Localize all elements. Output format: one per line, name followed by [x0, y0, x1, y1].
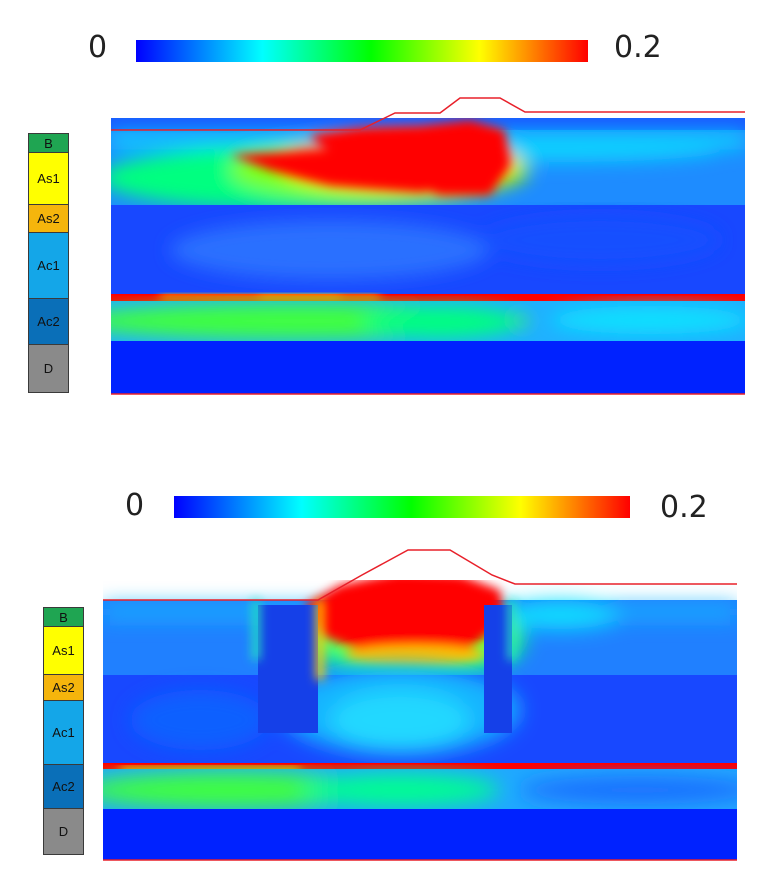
layer-as2: As2 — [28, 205, 69, 233]
layer-ac1: Ac1 — [43, 701, 84, 765]
soil-layer-legend: B As1 As2 Ac1 Ac2 D — [28, 133, 69, 393]
layer-b: B — [43, 607, 84, 627]
layer-as1: As1 — [28, 153, 69, 205]
colorbar — [136, 40, 588, 62]
contour-panel-bottom: 0 0.2 B As1 As2 Ac1 Ac2 D — [0, 460, 768, 886]
layer-d: D — [28, 345, 69, 393]
contour-panel-top: 0 0.2 B As1 As2 Ac1 Ac2 D — [0, 0, 768, 420]
layer-as1: As1 — [43, 627, 84, 675]
colorbar-max-label: 0.2 — [614, 30, 662, 65]
layer-as2: As2 — [43, 675, 84, 701]
colorbar-min-label: 0 — [125, 488, 145, 523]
embankment-outline — [111, 97, 745, 131]
layer-d: D — [43, 809, 84, 855]
soil-layer-legend: B As1 As2 Ac1 Ac2 D — [43, 607, 84, 855]
strain-contour-field — [103, 549, 737, 861]
strain-contour-field — [111, 97, 745, 395]
layer-ac1: Ac1 — [28, 233, 69, 299]
embankment-outline — [103, 549, 737, 601]
layer-ac2: Ac2 — [43, 765, 84, 809]
layer-b: B — [28, 133, 69, 153]
colorbar-min-label: 0 — [88, 30, 108, 65]
layer-ac2: Ac2 — [28, 299, 69, 345]
colorbar-max-label: 0.2 — [660, 490, 708, 525]
colorbar — [174, 496, 630, 518]
